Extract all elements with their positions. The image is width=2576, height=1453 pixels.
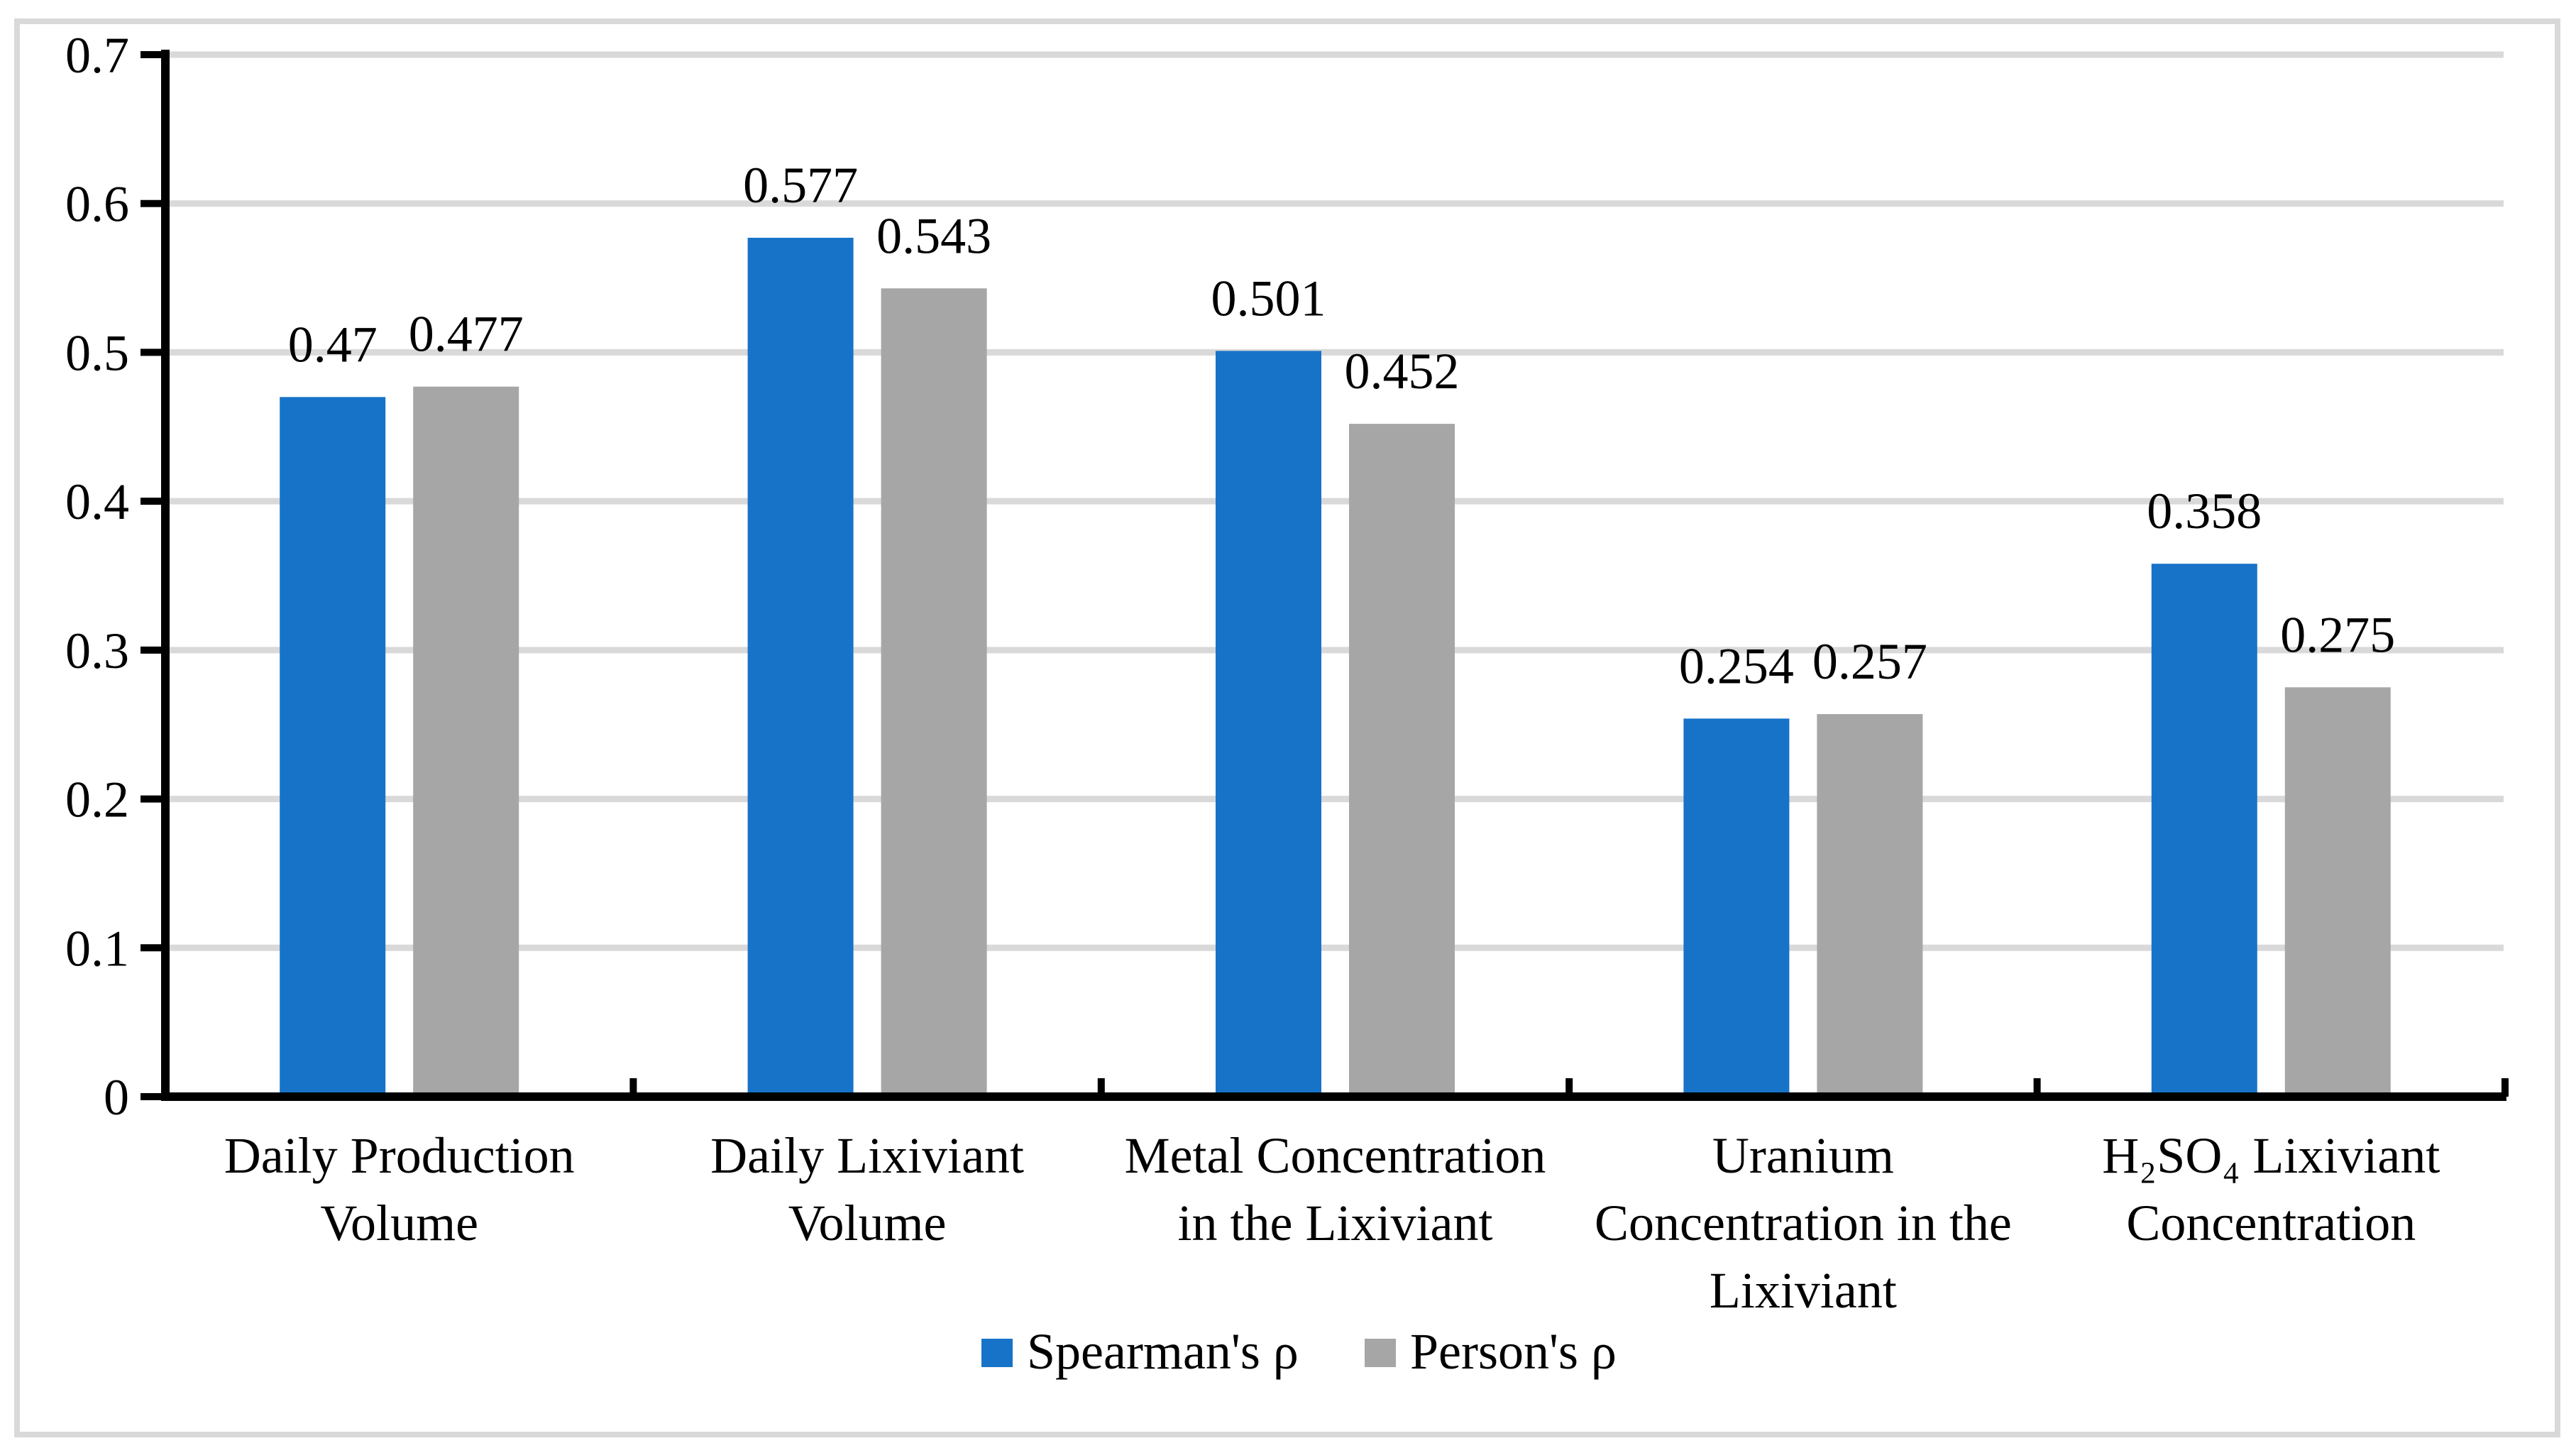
bar-spearmans-2 xyxy=(1216,351,1321,1097)
y-axis-tick-label: 0.3 xyxy=(65,623,129,679)
y-axis-tick-label: 0.2 xyxy=(65,772,129,828)
bar-spearmans-1 xyxy=(747,237,854,1097)
y-axis-tick-label: 0.7 xyxy=(65,27,129,84)
data-label: 0.543 xyxy=(876,207,991,264)
bar-persons-0 xyxy=(413,386,519,1097)
category-label-3: Uranium Concentration in the Lixiviant xyxy=(1595,1127,2012,1319)
data-label: 0.254 xyxy=(1679,637,1794,694)
y-axis-tick-label: 0.1 xyxy=(65,920,129,977)
bar-persons-1 xyxy=(881,288,987,1097)
bar-persons-3 xyxy=(1817,714,1923,1097)
bar-spearmans-3 xyxy=(1683,718,1790,1097)
data-label: 0.452 xyxy=(1345,343,1460,400)
data-label: 0.257 xyxy=(1812,633,1927,690)
chart-frame-border xyxy=(14,18,2560,1437)
legend-swatch-1 xyxy=(1365,1339,1396,1367)
data-label: 0.501 xyxy=(1211,270,1326,327)
category-label-4: H₂SO₄ Lixiviant Concentration xyxy=(2102,1127,2440,1251)
bar-persons-4 xyxy=(2284,687,2391,1097)
legend-swatch-0 xyxy=(981,1339,1013,1367)
bar-persons-2 xyxy=(1349,424,1455,1097)
y-axis-tick-label: 0.5 xyxy=(65,324,129,381)
data-label: 0.275 xyxy=(2280,606,2395,663)
legend-label-0: Spearman's ρ xyxy=(1027,1323,1299,1380)
category-label-1: Daily Lixiviant Volume xyxy=(710,1127,1024,1251)
y-axis-tick-label: 0.6 xyxy=(65,176,129,233)
bar-spearmans-0 xyxy=(280,397,386,1097)
category-label-2: Metal Concentration in the Lixiviant xyxy=(1125,1127,1546,1251)
y-axis-tick-label: 0.4 xyxy=(65,473,129,530)
data-label: 0.577 xyxy=(743,157,858,214)
legend-label-1: Person's ρ xyxy=(1410,1323,1617,1380)
category-label-0: Daily Production Volume xyxy=(224,1127,575,1251)
data-label: 0.477 xyxy=(409,306,524,363)
data-label: 0.358 xyxy=(2147,483,2262,539)
y-axis-tick-label: 0 xyxy=(104,1069,129,1126)
bar-spearmans-4 xyxy=(2151,564,2257,1097)
data-label: 0.47 xyxy=(288,316,378,373)
